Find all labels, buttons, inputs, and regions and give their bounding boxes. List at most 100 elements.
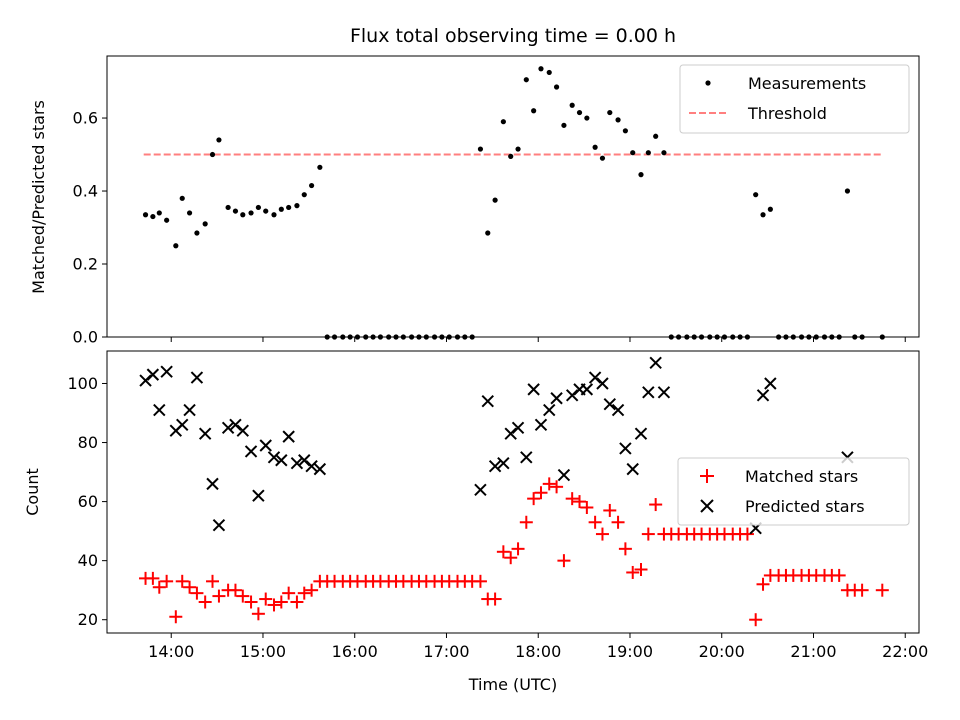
matched-star-point (190, 586, 204, 600)
matched-star-point (183, 580, 197, 594)
measurement-point (538, 66, 544, 72)
predicted-star-point (474, 483, 487, 496)
predicted-star-point (596, 377, 609, 390)
matched-star-point (305, 583, 319, 597)
measurement-point (179, 195, 185, 201)
measurement-point (500, 119, 506, 125)
matched-star-point (641, 527, 655, 541)
measurement-point (760, 212, 766, 218)
measurement-point (317, 164, 323, 170)
measurement-point (523, 77, 529, 83)
measurement-point (599, 155, 606, 161)
measurement-point (607, 109, 613, 116)
matched-star-point (565, 492, 579, 506)
measurement-point (294, 203, 300, 209)
measurement-point (622, 128, 628, 134)
matched-star-point (595, 527, 609, 541)
predicted-star-point (619, 442, 632, 455)
top-panel: 0.0 0.2 0.4 0.6 Matched/Predicted stars Mea… (29, 55, 920, 347)
bottom-x-ticks: 14:00 15:00 16:00 17:00 18:00 19:00 20:00 21:00… (148, 633, 928, 661)
measurement-point (202, 221, 208, 227)
predicted-star-point (527, 383, 540, 396)
measurement-point (194, 230, 200, 236)
legend-predicted-label: Predicted stars (745, 497, 865, 516)
bottom-plot-area (139, 356, 889, 627)
predicted-star-point (534, 418, 548, 432)
measurement-point (592, 144, 598, 150)
matched-star-point (550, 480, 564, 494)
matched-star-point (146, 571, 160, 585)
bottom-y-ticks: 20 40 60 80 100 (67, 374, 107, 629)
x-tick-label: 18:00 (515, 642, 561, 661)
matched-star-point (603, 503, 617, 517)
matched-star-point (160, 574, 174, 588)
measurement-point (232, 208, 239, 214)
matched-star-point (519, 515, 533, 529)
predicted-star-point (305, 459, 318, 473)
predicted-star-point (313, 462, 327, 476)
measurement-point (142, 212, 149, 218)
series-predicted-stars (139, 356, 854, 535)
measurement-point (248, 210, 254, 216)
predicted-star-point (221, 421, 235, 434)
predicted-star-point (488, 459, 502, 473)
matched-star-point (875, 583, 889, 597)
matched-star-point (152, 580, 166, 594)
matched-star-point (198, 595, 212, 609)
predicted-star-point (290, 457, 304, 470)
matched-star-point (267, 598, 281, 612)
predicted-star-point (504, 427, 517, 440)
measurement-point (271, 212, 277, 218)
x-tick-label: 14:00 (148, 642, 194, 661)
predicted-star-point (282, 430, 295, 443)
predicted-star-point (497, 457, 510, 470)
matched-star-point (212, 589, 226, 603)
measurement-point (753, 192, 759, 198)
predicted-star-point (160, 365, 173, 378)
top-plot-area (142, 66, 885, 340)
matched-star-point (740, 527, 754, 541)
measurement-point (309, 182, 315, 189)
matched-star-point (251, 607, 265, 621)
matched-star-point (511, 542, 525, 556)
measurement-point (255, 204, 261, 211)
matched-star-point (259, 592, 273, 606)
top-y-tick-label: 0.6 (73, 109, 98, 128)
bottom-panel: 20 40 60 80 100 14:00 15:00 16:00 17:00 18:00 19:… (23, 350, 928, 694)
measurement-point (173, 243, 179, 249)
measurement-point (546, 69, 552, 76)
predicted-star-point (252, 489, 265, 502)
measurement-point (156, 210, 162, 216)
legend-predicted-marker (700, 499, 714, 513)
matched-star-point (504, 551, 518, 565)
measurement-point (240, 212, 246, 218)
predicted-star-point (275, 454, 288, 467)
predicted-star-point (642, 386, 655, 399)
measurement-point (263, 208, 269, 214)
series-matched-stars (139, 477, 889, 627)
measurement-point (844, 188, 851, 194)
matched-star-point (527, 492, 541, 506)
top-axes-frame (106, 55, 920, 338)
bottom-y-tick-label: 20 (78, 610, 98, 629)
predicted-star-point (649, 356, 662, 370)
predicted-star-point (580, 383, 594, 396)
measurement-point (615, 117, 621, 123)
legend-measurements-label: Measurements (748, 74, 866, 93)
predicted-star-point (229, 418, 242, 432)
matched-star-point (175, 574, 189, 588)
top-legend: Measurements Threshold (679, 64, 910, 134)
measurement-point (301, 192, 307, 198)
predicted-star-point (588, 371, 602, 384)
bottom-y-tick-label: 40 (78, 551, 98, 570)
measurement-point (645, 150, 651, 156)
top-y-ticks: 0.0 0.2 0.4 0.6 (73, 109, 107, 347)
bottom-legend: Matched stars Predicted stars (677, 457, 910, 526)
matched-star-point (297, 586, 311, 600)
predicted-star-point (206, 477, 219, 491)
bottom-y-tick-label: 80 (78, 433, 98, 452)
bottom-y-tick-label: 100 (67, 374, 98, 393)
bottom-legend-box (677, 457, 910, 526)
predicted-star-point (611, 403, 625, 417)
predicted-star-point (212, 519, 226, 532)
